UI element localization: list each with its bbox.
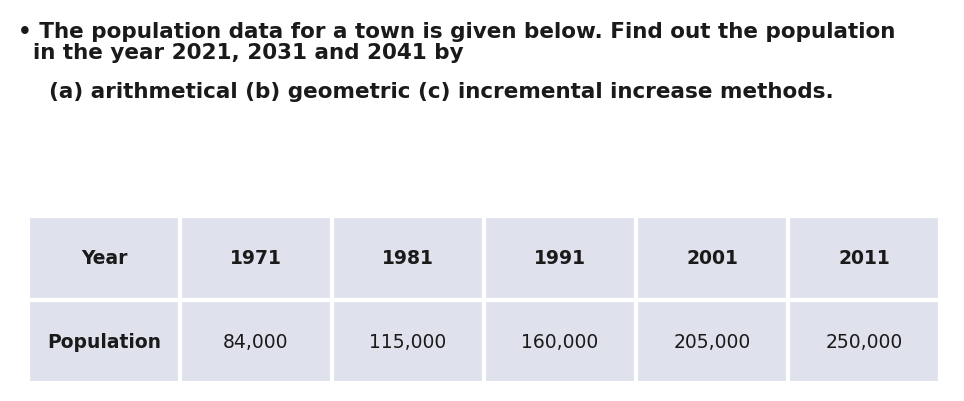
Text: Year: Year xyxy=(81,249,127,267)
Bar xyxy=(484,300,636,383)
Bar xyxy=(788,300,940,383)
Bar xyxy=(484,217,636,300)
Bar xyxy=(28,217,180,300)
Bar xyxy=(180,217,332,300)
Text: 115,000: 115,000 xyxy=(369,332,446,351)
Text: 84,000: 84,000 xyxy=(224,332,289,351)
Bar xyxy=(788,217,940,300)
Text: (a) arithmetical (b) geometric (c) incremental increase methods.: (a) arithmetical (b) geometric (c) incre… xyxy=(34,81,834,101)
Text: 1971: 1971 xyxy=(230,249,281,267)
Text: 2001: 2001 xyxy=(686,249,737,267)
Text: 160,000: 160,000 xyxy=(522,332,599,351)
Bar xyxy=(332,217,484,300)
Bar xyxy=(636,217,788,300)
Bar xyxy=(636,300,788,383)
Bar xyxy=(28,300,180,383)
Text: 205,000: 205,000 xyxy=(674,332,751,351)
Text: 250,000: 250,000 xyxy=(825,332,902,351)
Bar xyxy=(332,300,484,383)
Text: in the year 2021, 2031 and 2041 by: in the year 2021, 2031 and 2041 by xyxy=(18,43,464,63)
Text: 2011: 2011 xyxy=(838,249,890,267)
Text: • The population data for a town is given below. Find out the population: • The population data for a town is give… xyxy=(18,22,896,42)
Text: 1991: 1991 xyxy=(534,249,586,267)
Text: 1981: 1981 xyxy=(382,249,434,267)
Bar xyxy=(180,300,332,383)
Text: Population: Population xyxy=(47,332,161,351)
